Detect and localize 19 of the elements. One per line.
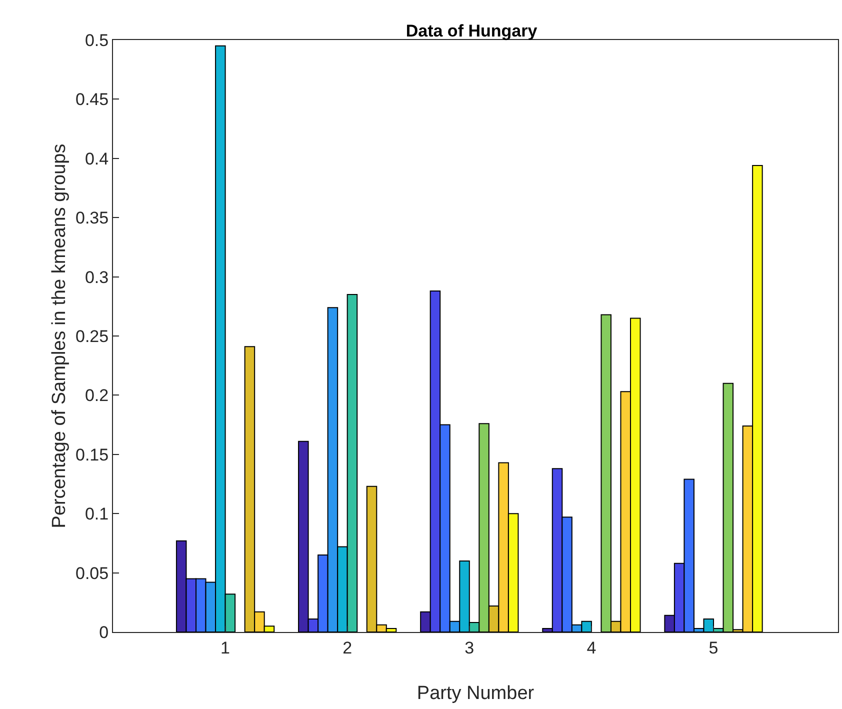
x-tick-label: 4 xyxy=(586,638,596,658)
y-tick-label: 0.35 xyxy=(76,208,109,228)
y-tick-label: 0.1 xyxy=(84,504,109,524)
y-tick-label: 0.2 xyxy=(84,386,109,406)
x-tick-label: 3 xyxy=(464,638,474,658)
y-tick-label: 0.45 xyxy=(76,90,109,110)
y-axis-title: Percentage of Samples in the kmeans groups xyxy=(49,144,70,528)
x-tick-label: 5 xyxy=(708,638,718,658)
y-tick-label: 0.4 xyxy=(84,149,109,168)
chart-title: Data of Hungary xyxy=(406,22,538,41)
y-tick-label: 0.05 xyxy=(76,564,109,583)
x-tick-label: 1 xyxy=(220,638,230,658)
y-tick-label: 0.5 xyxy=(84,30,109,50)
x-tick-label: 2 xyxy=(342,638,352,658)
y-tick-label: 0.25 xyxy=(76,326,109,346)
x-axis-title: Party Number xyxy=(416,683,535,704)
y-tick-label: 0.15 xyxy=(76,445,109,464)
y-tick-label: 0 xyxy=(99,622,109,642)
y-tick-label: 0.3 xyxy=(84,268,109,287)
